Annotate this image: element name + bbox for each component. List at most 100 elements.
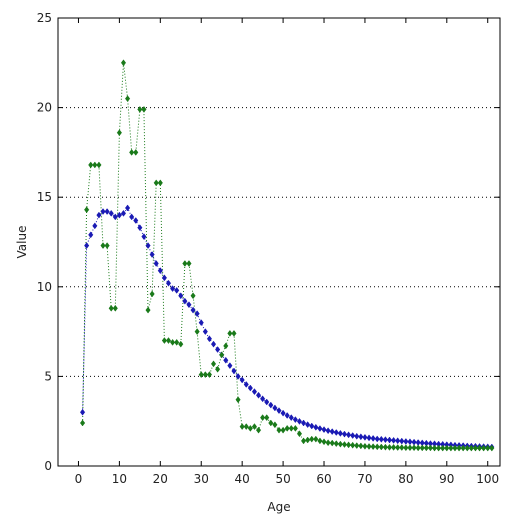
x-tick-label: 50 xyxy=(275,472,290,486)
series-2-point xyxy=(440,444,446,452)
series-1-point xyxy=(268,401,274,409)
series-1-point xyxy=(309,422,315,430)
series-2-point xyxy=(100,242,106,250)
series-1-point xyxy=(337,429,343,437)
series-2-point xyxy=(190,292,196,300)
series-1-point xyxy=(104,208,110,215)
series-1-point xyxy=(96,211,102,219)
series-1-point xyxy=(358,433,364,441)
series-1-point xyxy=(374,435,380,443)
series-1-point xyxy=(382,436,388,444)
series-2-point xyxy=(182,260,188,267)
series-2-point xyxy=(350,441,356,449)
series-1-point xyxy=(223,356,229,364)
x-tick-label: 30 xyxy=(194,472,209,486)
series-2-point xyxy=(476,444,483,452)
series-2-point xyxy=(129,148,135,156)
series-2-point xyxy=(464,444,470,452)
series-1-point xyxy=(215,346,221,353)
series-2-point xyxy=(386,443,393,451)
series-2-point xyxy=(378,443,384,451)
series-1-point xyxy=(284,412,290,419)
series-2-point xyxy=(431,444,438,452)
series-1-point xyxy=(153,260,159,267)
series-2-point xyxy=(382,443,388,451)
series-2-point xyxy=(395,444,401,451)
series-1-point xyxy=(391,436,397,444)
series-1-point xyxy=(272,404,278,412)
series-1-point xyxy=(190,306,196,314)
series-1-point xyxy=(88,231,94,239)
series-2-point xyxy=(243,423,249,430)
series-2-point xyxy=(170,338,176,346)
series-1-point xyxy=(194,310,200,318)
series-1-point xyxy=(321,426,327,434)
series-1-point xyxy=(137,224,143,232)
series-points xyxy=(79,59,495,452)
series-2-point xyxy=(444,444,450,452)
series-1-point xyxy=(362,433,368,441)
series-2-point xyxy=(358,442,364,450)
series-2-point xyxy=(145,306,151,314)
series-1-point xyxy=(108,209,114,217)
series-1-point xyxy=(178,292,184,300)
series-2-point xyxy=(198,371,204,379)
series-1-point xyxy=(264,398,270,406)
series-2-point xyxy=(141,105,147,113)
series-2-point xyxy=(96,161,102,169)
series-1-point xyxy=(120,209,127,217)
series-1-point xyxy=(129,213,135,221)
x-tick-label: 40 xyxy=(235,472,250,486)
series-1-point xyxy=(125,204,131,212)
series-2-point xyxy=(411,444,417,452)
series-1-point xyxy=(260,395,266,403)
y-tick-label: 25 xyxy=(37,11,52,25)
series-2-point xyxy=(125,95,131,103)
series-1-point xyxy=(112,213,118,221)
series-2-point xyxy=(481,444,487,452)
series-2-point xyxy=(296,430,303,438)
series-2-point xyxy=(427,444,433,452)
series-1-point xyxy=(239,376,245,384)
series-2-point xyxy=(219,351,225,359)
y-tick-label: 10 xyxy=(37,280,52,294)
series-2-point xyxy=(120,59,127,67)
series-2-point xyxy=(165,337,172,344)
series-2-point xyxy=(366,443,372,450)
series-2-point xyxy=(92,161,98,169)
series-2-point xyxy=(472,444,479,452)
series-2-point xyxy=(116,129,122,137)
series-1-point xyxy=(313,423,319,431)
series-2-point xyxy=(436,444,442,452)
series-1-point xyxy=(174,286,180,294)
series-1-point xyxy=(235,372,241,380)
series-2-point xyxy=(341,441,348,448)
series-1-point xyxy=(350,432,356,439)
series-1-point xyxy=(198,319,204,327)
series-2-point xyxy=(272,421,278,429)
series-2-point xyxy=(84,206,90,214)
series-2-point xyxy=(223,342,229,350)
series-2-point xyxy=(157,179,163,187)
series-1-point xyxy=(399,437,405,445)
series-2-point xyxy=(309,435,315,443)
x-tick-label: 70 xyxy=(357,472,372,486)
y-tick-label: 15 xyxy=(37,190,52,204)
series-2-point xyxy=(374,443,380,451)
series-1-point xyxy=(280,409,286,417)
series-2-point xyxy=(370,443,376,451)
series-1-point xyxy=(100,208,106,215)
series-2-point xyxy=(227,329,233,337)
series-2-point xyxy=(321,438,327,446)
series-2-point xyxy=(215,365,221,373)
series-1-point xyxy=(116,211,122,219)
series-2-point xyxy=(153,179,159,187)
series-2-point xyxy=(399,444,405,451)
series-2-point xyxy=(292,424,298,432)
series-1-point xyxy=(186,301,192,309)
series-1-point xyxy=(305,421,311,429)
series-2-point xyxy=(354,442,360,449)
series-1-point xyxy=(92,222,98,230)
series-1-point xyxy=(395,437,401,445)
series-1-point xyxy=(288,414,294,422)
